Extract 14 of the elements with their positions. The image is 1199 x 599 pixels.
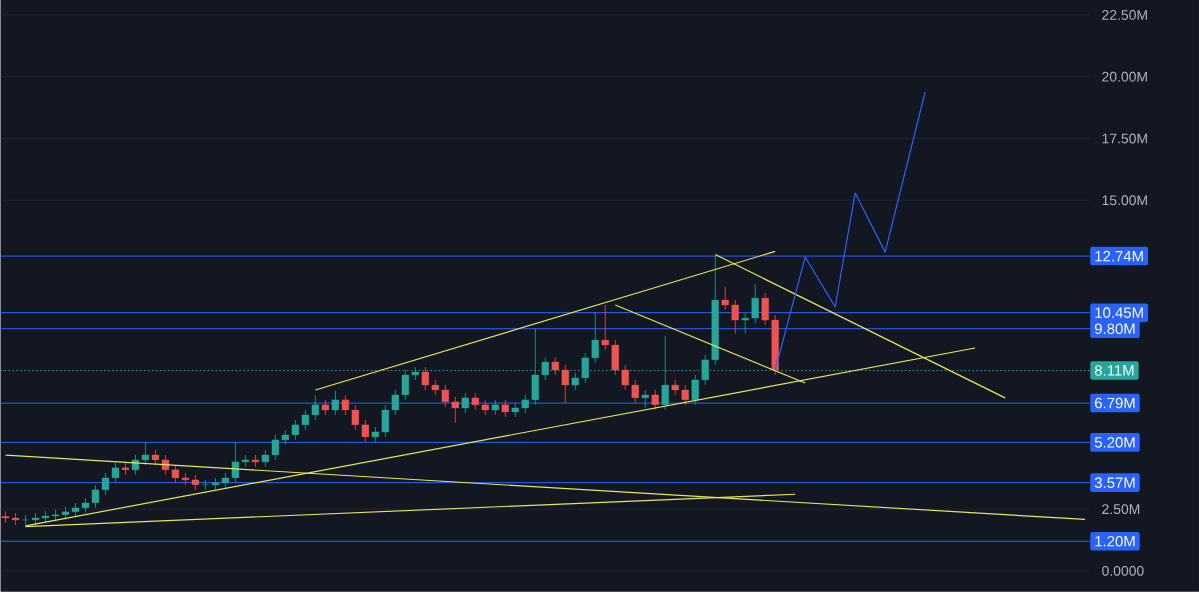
ref-line-label: 3.57M [1094,477,1135,489]
ref-line-label: 6.79M [1095,397,1135,409]
y-tick-label: 17.50M [1102,133,1147,144]
y-tick-label: 15.00M [1102,195,1147,206]
ref-line-label: 10.45M [1095,307,1143,319]
ref-line-label: 5.20M [1094,437,1135,448]
ref-line-label: 1.20M [1095,536,1135,547]
ref-line-label: 8.11M [1094,365,1134,376]
ref-line-label: 9.80M [1094,323,1135,335]
ref-line-label: 12.74M [1095,251,1143,262]
y-tick-label: 22.50M [1102,10,1147,21]
y-tick-label: 0.0000 [1102,566,1144,576]
y-tick-label: 2.50M [1102,504,1140,515]
y-tick-label: 20.00M [1102,71,1147,82]
